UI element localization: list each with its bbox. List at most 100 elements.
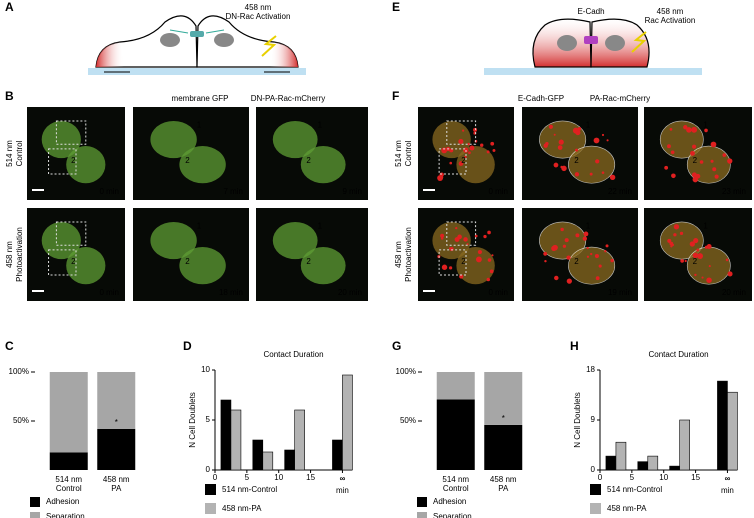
vesicle: [610, 258, 614, 263]
cell-label: 1: [197, 121, 202, 130]
vesicle: [710, 159, 714, 163]
cell-label: 1: [471, 222, 476, 231]
vesicle: [683, 125, 688, 130]
vesicle: [487, 230, 491, 235]
bar: [605, 455, 617, 471]
cell-label: 1: [703, 121, 708, 130]
cell: [432, 221, 471, 260]
bar-segment: [49, 372, 88, 453]
roi-box: [438, 249, 467, 276]
row-label: 458 nm: [394, 241, 403, 268]
vesicle: [686, 127, 692, 133]
vesicle: [728, 161, 732, 164]
x-tick-label: PA: [111, 484, 122, 493]
vesicle: [727, 271, 733, 277]
vesicle: [440, 233, 445, 238]
vesicle: [582, 236, 588, 241]
vesicle: [605, 244, 609, 248]
x-tick-label: ∞: [725, 474, 731, 483]
cell-label: 2: [71, 156, 76, 165]
x-tick-label: 5: [630, 473, 635, 482]
cell: [568, 145, 616, 184]
vesicle: [586, 246, 589, 250]
cell-label: 1: [586, 222, 591, 231]
cell: [179, 247, 226, 285]
y-tick-label: 18: [586, 365, 595, 374]
vesicle: [690, 150, 695, 156]
vesicle: [553, 162, 559, 168]
vesicle: [673, 233, 677, 237]
vesicle: [664, 165, 669, 170]
time-label: 20 min: [338, 288, 362, 297]
cell: [272, 120, 318, 159]
roi-box: [446, 221, 477, 246]
bar: [230, 409, 242, 471]
x-tick-label: 10: [274, 473, 283, 482]
vesicle: [694, 273, 697, 277]
vesicle: [714, 174, 719, 179]
vesicle: [486, 150, 490, 154]
bar-segment: [97, 428, 136, 470]
vesicle: [574, 172, 580, 177]
micrograph: [644, 208, 752, 301]
vesicle: [564, 238, 569, 243]
cell: [41, 120, 81, 159]
x-tick-label: 0: [598, 473, 603, 482]
cell-label: 2: [574, 156, 579, 165]
micrograph: [256, 107, 368, 200]
row-label: Photoactivation: [15, 227, 24, 282]
roi-box: [48, 249, 77, 276]
vesicle: [552, 244, 558, 251]
legend-swatch: [205, 484, 216, 495]
y-axis-label: N Cell Doublets: [188, 392, 197, 448]
x-tick-label: ∞: [340, 474, 346, 483]
x-tick-label: 5: [245, 473, 250, 482]
vesicle: [669, 128, 673, 131]
vesicle: [463, 237, 468, 242]
micrograph: [133, 208, 249, 301]
vesicle: [455, 227, 458, 230]
row-label: Control: [15, 140, 24, 166]
bar: [647, 455, 659, 471]
cell: [41, 221, 81, 260]
panel-label: D: [183, 339, 192, 353]
vesicle: [458, 138, 464, 145]
x-tick-label: 458 nm: [103, 475, 130, 484]
row-label: Control: [404, 140, 413, 166]
vesicle: [487, 258, 492, 262]
vesicle: [475, 256, 482, 263]
vesicle: [696, 248, 700, 252]
vesicle: [577, 127, 581, 131]
time-label: 20 min: [722, 288, 746, 297]
cell-label: 2: [574, 257, 579, 266]
time-label: 0 min: [488, 288, 508, 297]
x-tick-label: 15: [306, 473, 315, 482]
vesicle: [583, 231, 589, 237]
bar: [637, 461, 649, 471]
bar-segment: [484, 424, 523, 470]
x-tick-label: 15: [691, 473, 700, 482]
x-axis-label: min: [336, 486, 349, 495]
vesicle: [561, 165, 567, 172]
vesicle: [701, 276, 704, 279]
vesicle: [692, 252, 699, 259]
vesicle: [441, 147, 448, 154]
cell-label: 2: [693, 257, 698, 266]
vesicle: [706, 277, 712, 283]
time-label: 0 min: [99, 288, 119, 297]
y-tick-label: 0: [206, 465, 211, 474]
vesicle: [609, 174, 616, 181]
panel-label: G: [392, 339, 401, 353]
vesicle: [606, 139, 609, 142]
legend-label: Adhesion: [46, 497, 79, 506]
y-tick-label: 50%: [13, 416, 29, 425]
vesicle: [725, 258, 729, 262]
panel-label: B: [5, 89, 14, 103]
micrograph: [522, 208, 638, 301]
bar: [262, 451, 274, 471]
time-label: 22 min: [608, 187, 632, 196]
vesicle: [593, 137, 600, 144]
vesicle: [483, 234, 487, 239]
vesicle: [595, 159, 600, 164]
